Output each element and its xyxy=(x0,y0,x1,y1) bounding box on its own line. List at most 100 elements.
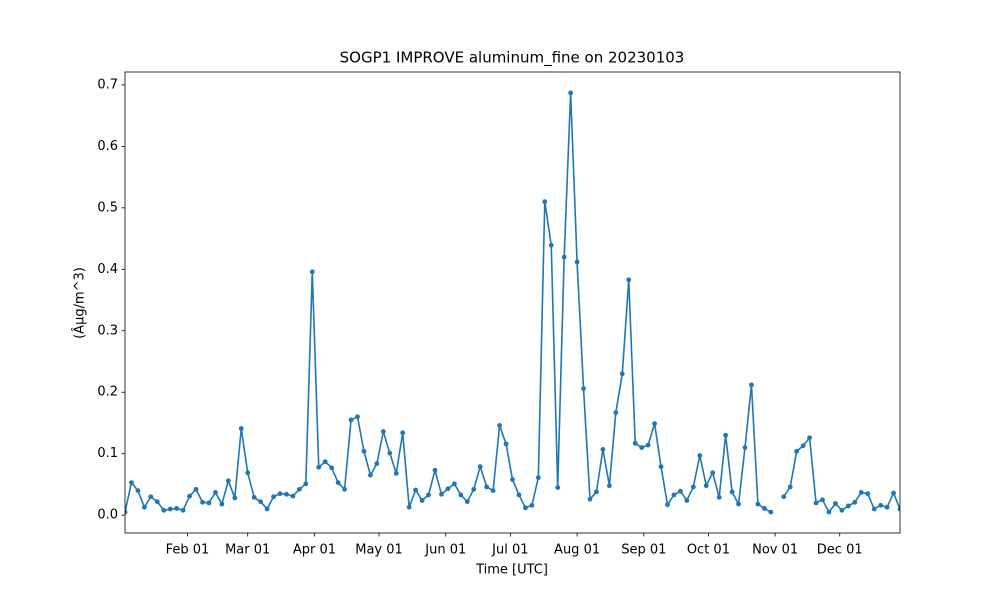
data-point xyxy=(200,499,205,505)
data-point xyxy=(406,504,412,510)
y-tick-label: 0.1 xyxy=(97,446,118,461)
x-tick-label: Nov 01 xyxy=(752,543,798,558)
data-point xyxy=(477,464,483,470)
data-point xyxy=(174,506,180,511)
data-point xyxy=(432,467,438,473)
data-point xyxy=(574,259,580,265)
data-point xyxy=(510,477,515,482)
data-point xyxy=(368,472,373,478)
data-point xyxy=(658,464,664,470)
data-point xyxy=(277,491,283,497)
chart-title: SOGP1 IMPROVE aluminum_fine on 20230103 xyxy=(340,49,685,68)
data-point xyxy=(322,459,328,465)
data-point xyxy=(723,432,729,438)
x-tick-label: Jul 01 xyxy=(491,543,528,558)
data-point xyxy=(871,506,877,512)
data-point xyxy=(542,199,548,205)
data-point xyxy=(213,490,218,495)
data-point xyxy=(645,442,651,448)
data-point xyxy=(581,386,586,391)
data-point xyxy=(161,507,167,513)
data-point xyxy=(206,500,212,506)
data-point xyxy=(716,494,722,500)
x-tick-label: Mar 01 xyxy=(225,543,270,558)
data-point xyxy=(555,485,561,490)
data-point xyxy=(497,423,502,428)
data-point xyxy=(303,481,309,487)
data-point xyxy=(884,504,890,510)
x-tick-label: Aug 01 xyxy=(554,543,600,558)
data-point xyxy=(439,491,444,497)
data-point xyxy=(258,499,264,505)
data-point xyxy=(878,502,884,508)
data-point xyxy=(826,509,832,515)
x-tick-label: Jun 01 xyxy=(424,543,466,558)
data-point xyxy=(251,494,257,500)
data-point xyxy=(652,421,657,426)
data-point xyxy=(503,441,509,447)
data-point xyxy=(335,480,341,485)
y-tick-label: 0.7 xyxy=(97,77,118,92)
data-point xyxy=(749,382,754,388)
data-point xyxy=(755,501,761,507)
data-point xyxy=(387,450,393,456)
data-point xyxy=(180,507,186,513)
data-point xyxy=(587,496,593,502)
data-point xyxy=(380,429,386,434)
data-point xyxy=(245,470,251,476)
data-point xyxy=(374,461,380,466)
x-tick-label: Feb 01 xyxy=(166,543,210,558)
data-point xyxy=(238,426,244,431)
data-point xyxy=(232,495,238,501)
data-point xyxy=(852,499,858,505)
x-axis-label: Time [UTC] xyxy=(475,563,548,578)
data-point xyxy=(393,470,399,476)
x-tick-label: Sep 01 xyxy=(621,543,666,558)
data-point xyxy=(490,488,496,493)
data-point xyxy=(794,448,800,454)
y-tick-label: 0.6 xyxy=(97,139,118,154)
data-point xyxy=(154,499,160,505)
data-point xyxy=(897,506,900,512)
data-point xyxy=(697,453,703,458)
data-point xyxy=(858,490,864,495)
data-point xyxy=(451,481,457,487)
data-point xyxy=(445,486,451,492)
data-point xyxy=(787,484,793,490)
data-point xyxy=(125,509,128,515)
data-point xyxy=(135,488,141,493)
data-point xyxy=(703,483,709,489)
data-point xyxy=(568,90,574,96)
data-point xyxy=(516,492,522,498)
data-point xyxy=(523,505,528,511)
data-point xyxy=(710,470,716,476)
data-point xyxy=(271,494,276,500)
data-point xyxy=(807,435,812,441)
data-point xyxy=(458,492,464,498)
data-point xyxy=(548,242,554,248)
data-point xyxy=(464,499,470,505)
data-point xyxy=(529,502,535,508)
data-point xyxy=(284,491,289,497)
data-point xyxy=(781,494,787,500)
data-point xyxy=(419,498,425,503)
data-point xyxy=(484,484,490,490)
y-tick-label: 0.5 xyxy=(97,200,118,215)
x-tick-label: Apr 01 xyxy=(293,543,336,558)
data-point xyxy=(839,507,845,513)
data-point xyxy=(665,502,670,508)
data-point xyxy=(690,484,696,490)
data-point xyxy=(141,504,147,510)
data-point xyxy=(348,417,354,423)
data-point xyxy=(361,448,367,454)
data-point xyxy=(606,483,612,489)
data-point xyxy=(400,430,406,436)
data-point xyxy=(639,445,645,450)
data-point xyxy=(600,447,606,452)
data-point xyxy=(800,443,806,449)
data-point xyxy=(632,440,638,446)
data-point xyxy=(264,506,270,512)
data-point xyxy=(355,414,360,420)
